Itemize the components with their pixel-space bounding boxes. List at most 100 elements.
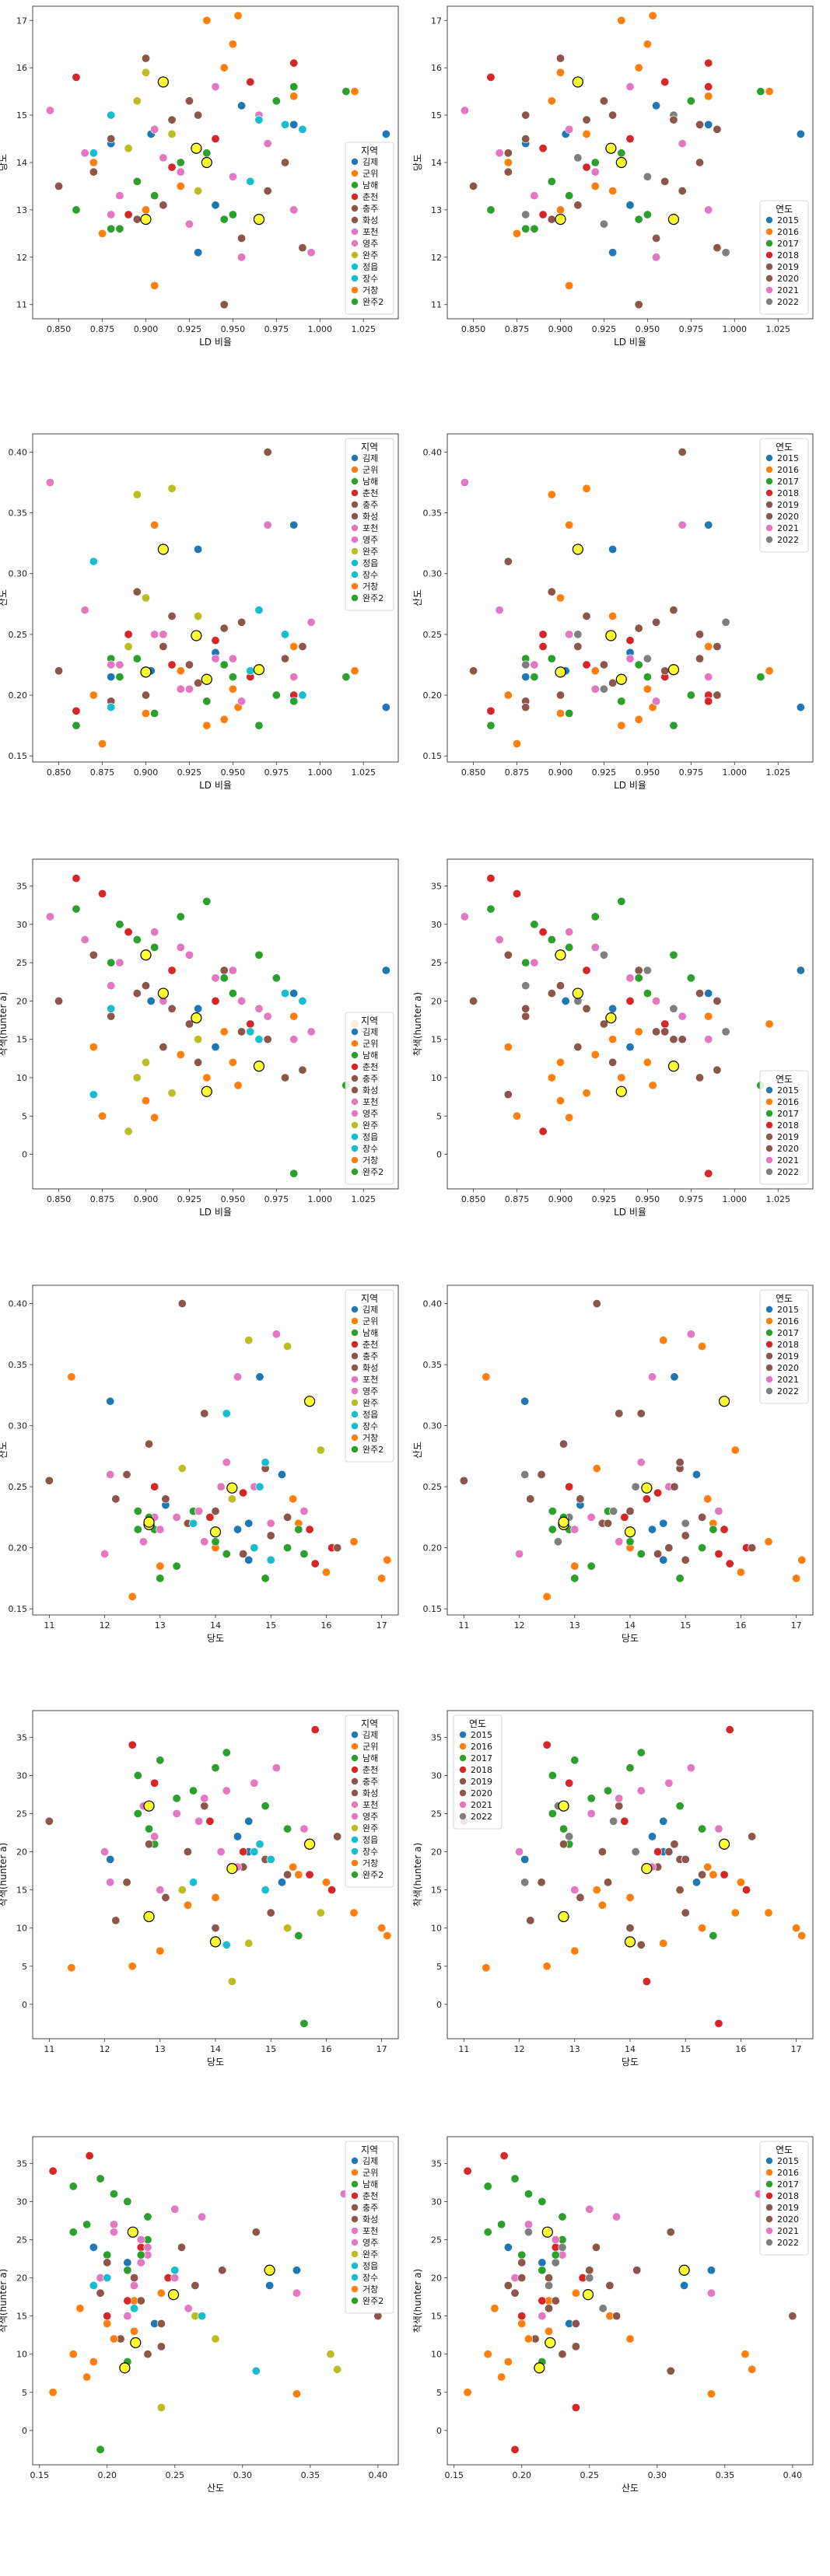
- data-point: [115, 191, 124, 201]
- data-point: [107, 981, 116, 991]
- data-point: [255, 1482, 264, 1491]
- legend-entry: 포천: [362, 2225, 378, 2236]
- y-tick-label: 10: [431, 1924, 442, 1934]
- legend-entry: 춘천: [362, 1764, 378, 1775]
- x-tick-label: 12: [514, 2044, 525, 2054]
- data-point: [327, 1886, 337, 1895]
- data-point: [349, 1908, 359, 1917]
- legend-title: 지역: [361, 1718, 378, 1729]
- data-point: [695, 654, 705, 663]
- highlight-point: [545, 2337, 556, 2349]
- data-point: [132, 1073, 142, 1082]
- data-point: [200, 1794, 209, 1803]
- data-point: [547, 587, 556, 596]
- data-point: [530, 920, 539, 929]
- data-point: [625, 1043, 635, 1052]
- highlight-point: [572, 987, 583, 999]
- legend-entry: 정읍: [362, 558, 378, 568]
- data-point: [652, 996, 661, 1005]
- data-point: [524, 2228, 533, 2237]
- data-point: [571, 2403, 580, 2412]
- legend-entry: 2015: [777, 1085, 799, 1096]
- data-point: [706, 2266, 716, 2275]
- legend-marker: [351, 1445, 359, 1453]
- x-tick-label: 0.950: [221, 1194, 246, 1204]
- legend-marker: [765, 239, 773, 247]
- data-point: [156, 1946, 165, 1956]
- y-tick-label: 25: [16, 958, 27, 968]
- data-point: [695, 1073, 705, 1082]
- x-tick-label: 0.30: [648, 2470, 667, 2480]
- x-tick-label: 0.875: [90, 767, 115, 778]
- data-point: [636, 1940, 646, 1949]
- data-point: [281, 158, 290, 167]
- x-tick-label: 0.900: [134, 324, 159, 334]
- y-tick-label: 25: [16, 1809, 27, 1819]
- x-tick-label: 1.000: [723, 324, 748, 334]
- data-point: [156, 1525, 165, 1534]
- data-point: [156, 1756, 165, 1765]
- y-axis-label: 산도: [0, 589, 9, 606]
- data-point: [228, 673, 237, 682]
- data-point: [570, 1756, 580, 1765]
- highlight-point: [605, 1012, 617, 1024]
- data-point: [748, 2365, 757, 2374]
- data-point: [227, 1977, 236, 1986]
- x-axis-label: LD 비율: [614, 337, 646, 348]
- data-point: [558, 2242, 567, 2252]
- data-point: [585, 2274, 594, 2283]
- data-point: [792, 1924, 801, 1933]
- x-tick-label: 13: [155, 2044, 166, 2054]
- data-point: [45, 478, 54, 488]
- data-point: [548, 1809, 557, 1818]
- legend-entry: 2020: [471, 1788, 492, 1798]
- data-point: [678, 520, 687, 530]
- data-point: [530, 673, 539, 682]
- data-point: [130, 2281, 139, 2290]
- highlight-point: [605, 630, 617, 641]
- data-point: [254, 606, 264, 615]
- legend-entry: 완주: [362, 1823, 378, 1833]
- data-point: [98, 889, 107, 898]
- data-point: [709, 1525, 718, 1534]
- data-point: [176, 167, 185, 177]
- y-tick-label: 5: [22, 2388, 27, 2398]
- data-point: [517, 2258, 527, 2267]
- data-point: [680, 2281, 689, 2290]
- data-point: [490, 2304, 499, 2313]
- legend-marker: [351, 2274, 359, 2281]
- data-point: [653, 1549, 663, 1558]
- data-point: [150, 520, 159, 530]
- data-point: [597, 1847, 607, 1857]
- x-tick-label: 0.35: [716, 2470, 735, 2480]
- legend-marker: [351, 512, 359, 520]
- legend-marker: [351, 466, 359, 474]
- data-point: [652, 253, 661, 262]
- x-tick-label: 0.900: [548, 767, 573, 778]
- legend-marker: [351, 181, 359, 189]
- legend-marker: [765, 298, 773, 306]
- data-point: [538, 630, 548, 639]
- data-point: [609, 1816, 618, 1826]
- data-point: [133, 1770, 142, 1780]
- data-point: [704, 673, 713, 682]
- data-point: [486, 721, 496, 730]
- legend-marker: [765, 1098, 773, 1106]
- x-tick-label: 11: [44, 2044, 54, 2054]
- data-point: [704, 92, 713, 101]
- data-point: [542, 1962, 552, 1971]
- data-point: [582, 966, 591, 975]
- scatter-panel-12: 0.15 0.20 0.25 0.30 0.35 0.40 0 5 10 15 20 25 30 35 산도…: [412, 2136, 814, 2494]
- y-tick-label: 10: [16, 1924, 27, 1934]
- data-point: [115, 920, 124, 929]
- data-point: [194, 248, 203, 257]
- x-tick-label: 1.025: [765, 1194, 790, 1204]
- legend-entry: 2022: [777, 1167, 799, 1177]
- data-point: [306, 1027, 316, 1036]
- highlight-point: [718, 1838, 730, 1850]
- data-point: [599, 1019, 608, 1029]
- y-tick-label: 0.35: [423, 509, 443, 519]
- y-tick-label: 0.30: [9, 569, 28, 579]
- data-point: [570, 1574, 580, 1583]
- legend-marker: [351, 477, 359, 485]
